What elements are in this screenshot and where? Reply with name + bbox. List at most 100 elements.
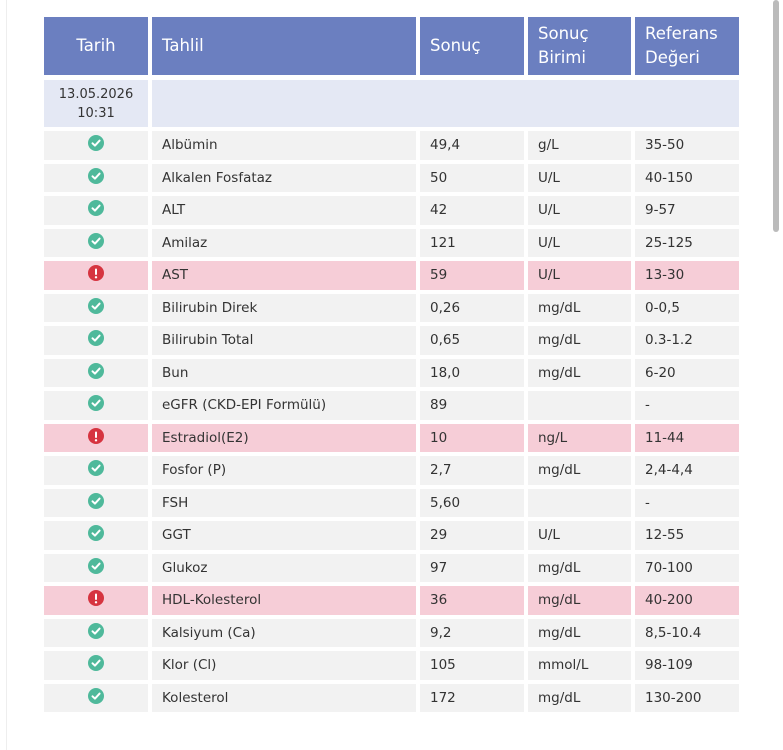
reference-cell: 11-44 <box>635 423 739 452</box>
test-cell: Fosfor (P) <box>152 456 416 485</box>
result-cell: 59 <box>420 261 524 290</box>
check-icon <box>88 330 104 347</box>
check-icon <box>88 557 104 574</box>
status-icon-cell <box>44 196 148 225</box>
result-cell: 2,7 <box>420 456 524 485</box>
status-icon-cell <box>44 521 148 550</box>
test-cell: Bun <box>152 358 416 387</box>
test-cell: Amilaz <box>152 228 416 257</box>
unit-cell: mg/dL <box>528 293 631 322</box>
test-cell: Kalsiyum (Ca) <box>152 618 416 647</box>
unit-cell: mmol/L <box>528 651 631 680</box>
reference-cell: 25-125 <box>635 228 739 257</box>
result-cell: 5,60 <box>420 488 524 517</box>
test-cell: HDL-Kolesterol <box>152 586 416 615</box>
check-icon <box>88 135 104 152</box>
test-cell: Glukoz <box>152 553 416 582</box>
test-cell: ALT <box>152 196 416 225</box>
test-cell: eGFR (CKD-EPI Formülü) <box>152 391 416 420</box>
check-icon <box>88 655 104 672</box>
header-cell: Tarih <box>44 17 148 75</box>
test-cell: Klor (Cl) <box>152 651 416 680</box>
reference-cell: 35-50 <box>635 131 739 160</box>
result-cell: 0,65 <box>420 326 524 355</box>
status-icon-cell <box>44 651 148 680</box>
check-icon <box>88 525 104 542</box>
alert-icon <box>88 265 104 282</box>
test-cell: FSH <box>152 488 416 517</box>
header-cell: Referans Değeri <box>635 17 739 75</box>
unit-cell: mg/dL <box>528 358 631 387</box>
check-icon <box>88 622 104 639</box>
test-cell: Bilirubin Direk <box>152 293 416 322</box>
scrollbar[interactable] <box>773 0 779 232</box>
unit-cell: mg/dL <box>528 683 631 712</box>
reference-cell: 130-200 <box>635 683 739 712</box>
header-cell: Sonuç <box>420 17 524 75</box>
result-cell: 121 <box>420 228 524 257</box>
result-cell: 97 <box>420 553 524 582</box>
result-cell: 42 <box>420 196 524 225</box>
unit-cell: mg/dL <box>528 456 631 485</box>
reference-cell: 12-55 <box>635 521 739 550</box>
unit-cell: U/L <box>528 261 631 290</box>
unit-cell: U/L <box>528 196 631 225</box>
result-cell: 49,4 <box>420 131 524 160</box>
reference-cell: 40-200 <box>635 586 739 615</box>
reference-cell: 0.3-1.2 <box>635 326 739 355</box>
result-cell: 89 <box>420 391 524 420</box>
check-icon <box>88 200 104 217</box>
result-cell: 10 <box>420 423 524 452</box>
test-cell: GGT <box>152 521 416 550</box>
alert-icon <box>88 427 104 444</box>
unit-cell <box>528 488 631 517</box>
unit-cell: ng/L <box>528 423 631 452</box>
status-icon-cell <box>44 553 148 582</box>
alert-icon <box>88 590 104 607</box>
reference-cell: 2,4-4,4 <box>635 456 739 485</box>
unit-cell: mg/dL <box>528 326 631 355</box>
date-spacer <box>152 80 739 127</box>
status-icon-cell <box>44 618 148 647</box>
reference-cell: - <box>635 488 739 517</box>
unit-cell: U/L <box>528 228 631 257</box>
status-icon-cell <box>44 391 148 420</box>
date-cell: 13.05.2026 10:31 <box>44 80 148 127</box>
status-icon-cell <box>44 358 148 387</box>
container <box>6 0 769 750</box>
result-cell: 172 <box>420 683 524 712</box>
result-cell: 50 <box>420 163 524 192</box>
status-icon-cell <box>44 293 148 322</box>
reference-cell: 70-100 <box>635 553 739 582</box>
test-cell: Alkalen Fosfataz <box>152 163 416 192</box>
status-icon-cell <box>44 131 148 160</box>
status-icon-cell <box>44 261 148 290</box>
reference-cell: 6-20 <box>635 358 739 387</box>
test-cell: Albümin <box>152 131 416 160</box>
test-cell: Bilirubin Total <box>152 326 416 355</box>
check-icon <box>88 395 104 412</box>
reference-cell: 13-30 <box>635 261 739 290</box>
test-cell: Estradiol(E2) <box>152 423 416 452</box>
unit-cell: mg/dL <box>528 553 631 582</box>
result-cell: 0,26 <box>420 293 524 322</box>
unit-cell: mg/dL <box>528 586 631 615</box>
reference-cell: 0-0,5 <box>635 293 739 322</box>
check-icon <box>88 492 104 509</box>
check-icon <box>88 460 104 477</box>
result-cell: 36 <box>420 586 524 615</box>
check-icon <box>88 687 104 704</box>
status-icon-cell <box>44 423 148 452</box>
check-icon <box>88 232 104 249</box>
test-cell: Kolesterol <box>152 683 416 712</box>
reference-cell: 9-57 <box>635 196 739 225</box>
unit-cell: U/L <box>528 163 631 192</box>
status-icon-cell <box>44 456 148 485</box>
unit-cell: g/L <box>528 131 631 160</box>
result-cell: 29 <box>420 521 524 550</box>
status-icon-cell <box>44 326 148 355</box>
status-icon-cell <box>44 488 148 517</box>
status-icon-cell <box>44 163 148 192</box>
reference-cell: - <box>635 391 739 420</box>
